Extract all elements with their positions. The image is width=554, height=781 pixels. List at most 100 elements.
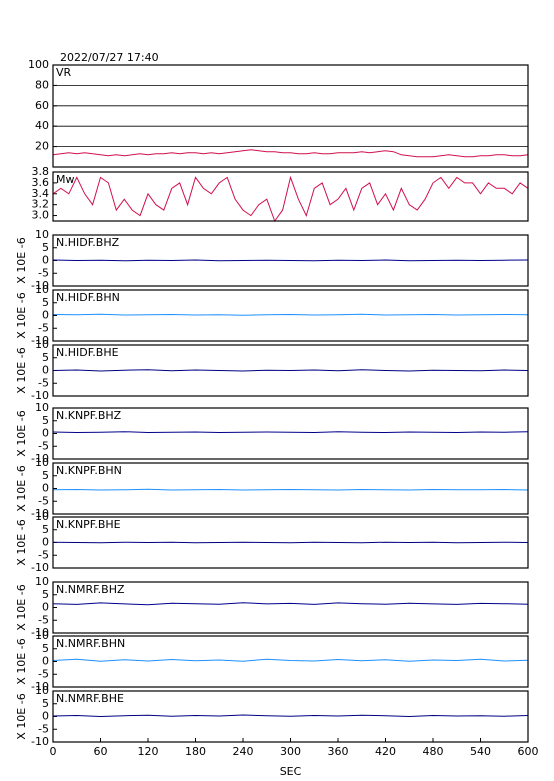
panel-label: N.KNPF.BHE [56,518,121,531]
panel-frame [52,289,529,342]
y-tick-label: 60 [35,99,49,112]
y-tick-label: -5 [38,548,49,561]
x-tick-label: 600 [518,745,539,758]
y-tick-label: 0 [42,655,49,668]
y-tick-label: 3.6 [32,176,50,189]
y-tick-label: 0 [42,482,49,495]
x-tick-label: 540 [470,745,491,758]
data-line [52,313,529,316]
y-tick-label: 5 [42,414,49,427]
y-tick-label: 5 [42,241,49,254]
y-tick-label: 0 [42,364,49,377]
data-line [52,175,529,223]
x-tick-label: 480 [423,745,444,758]
y-tick-label: 3.4 [32,187,50,200]
panel-label: VR [56,66,72,79]
x-axis-label: SEC [280,765,302,778]
y-axis-label: X 10E -6 [15,638,28,684]
y-tick-label: 0 [42,254,49,267]
panel-label: N.KNPF.BHZ [56,409,122,422]
y-tick-label: -5 [38,494,49,507]
x-tick-label: 120 [138,745,159,758]
x-tick-label: 60 [94,745,108,758]
panel-frame [52,635,529,688]
y-tick-label: -5 [38,439,49,452]
panel-frame [52,581,529,634]
y-axis-label: X 10E -6 [15,693,28,739]
y-tick-label: 5 [42,697,49,710]
y-tick-label: 0 [42,601,49,614]
x-tick-label: 180 [185,745,206,758]
x-tick-label: 300 [280,745,301,758]
y-tick-label: -10 [31,561,49,574]
data-line [52,602,529,606]
x-tick-label: 420 [375,745,396,758]
panel-label: N.HIDF.BHE [56,346,119,359]
y-tick-label: -10 [31,334,49,347]
y-tick-label: -10 [31,735,49,748]
y-axis-label: X 10E -6 [15,292,28,338]
y-axis-label: X 10E -6 [15,584,28,630]
y-tick-label: 0 [42,309,49,322]
data-line [52,541,529,544]
data-line [52,149,529,158]
y-axis-label: X 10E -6 [15,519,28,565]
data-line [52,259,529,262]
y-axis-label: X 10E -6 [15,465,28,511]
data-line [52,369,529,372]
y-tick-label: -10 [31,279,49,292]
panel-frame [52,344,529,397]
data-line [52,488,529,491]
data-line [52,714,529,718]
y-tick-label: -10 [31,452,49,465]
panel-label: N.NMRF.BHZ [56,583,125,596]
chart-header: 2022/07/27 17:40 [60,51,159,64]
panel-label: Mw [56,173,75,186]
panel-label: N.KNPF.BHN [56,464,122,477]
y-tick-label: 80 [35,78,49,91]
data-line [52,431,529,434]
panel-frame [52,516,529,569]
y-tick-label: 3.8 [32,165,50,178]
panel-label: N.HIDF.BHZ [56,236,120,249]
y-tick-label: 20 [35,140,49,153]
y-tick-label: 5 [42,523,49,536]
panel-label: N.NMRF.BHN [56,637,125,650]
panel-frame [52,407,529,460]
y-tick-label: 10 [35,684,49,697]
y-tick-label: 3.2 [32,198,50,211]
y-tick-label: 0 [42,536,49,549]
y-tick-label: 5 [42,296,49,309]
x-tick-label: 0 [50,745,57,758]
y-tick-label: -10 [31,389,49,402]
y-tick-label: 10 [35,283,49,296]
y-axis-label: X 10E -6 [15,347,28,393]
y-axis-label: X 10E -6 [15,410,28,456]
y-tick-label: -5 [38,321,49,334]
y-tick-label: 5 [42,469,49,482]
y-tick-label: 10 [35,338,49,351]
y-tick-label: 5 [42,588,49,601]
x-tick-label: 360 [328,745,349,758]
y-tick-label: 10 [35,401,49,414]
y-tick-label: -5 [38,376,49,389]
y-tick-label: 5 [42,351,49,364]
panel-frame [52,64,529,168]
y-tick-label: 40 [35,119,49,132]
y-tick-label: 100 [28,58,49,71]
y-tick-label: -5 [38,667,49,680]
y-tick-label: 0 [42,427,49,440]
panel-label: N.HIDF.BHN [56,291,120,304]
y-tick-label: 5 [42,642,49,655]
y-tick-label: -5 [38,266,49,279]
y-tick-label: 10 [35,629,49,642]
y-tick-label: 10 [35,456,49,469]
y-tick-label: 10 [35,510,49,523]
y-tick-label: 10 [35,228,49,241]
y-tick-label: 0 [42,710,49,723]
panel-label: N.NMRF.BHE [56,692,124,705]
y-tick-label: -10 [31,680,49,693]
y-tick-label: -5 [38,613,49,626]
y-tick-label: 3.0 [32,209,50,222]
